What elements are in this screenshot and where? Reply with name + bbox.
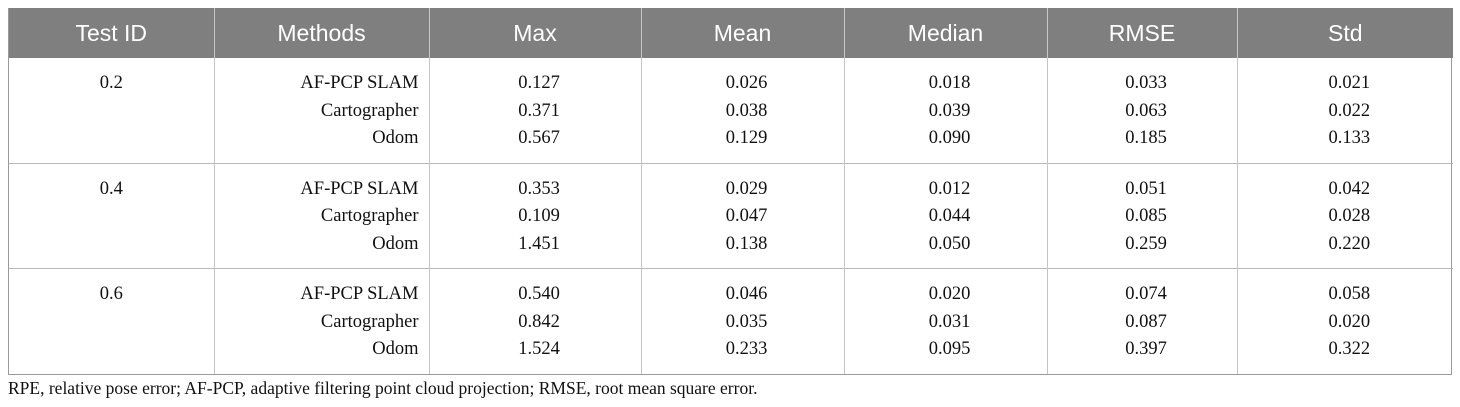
rmse-cell: 0.033 0.063 0.185 — [1046, 58, 1237, 163]
std-value: 0.058 — [1328, 284, 1371, 304]
table-row-group: 0.6 AF-PCP SLAM Cartographer Odom 0.540 … — [9, 268, 1453, 374]
max-value: 0.353 — [518, 178, 560, 199]
method-name: Odom — [372, 339, 419, 359]
mean-value: 0.233 — [725, 339, 768, 359]
median-value: 0.039 — [928, 100, 971, 121]
std-cell: 0.042 0.028 0.220 — [1236, 162, 1453, 269]
median-value: 0.020 — [928, 284, 971, 304]
header-methods: Methods — [213, 8, 429, 58]
rmse-value: 0.185 — [1125, 128, 1167, 148]
max-cell: 0.353 0.109 1.451 — [428, 162, 641, 269]
test-id-cell: 0.2 — [9, 58, 214, 163]
std-value: 0.322 — [1328, 339, 1371, 359]
max-value: 0.109 — [518, 206, 560, 226]
rmse-value: 0.074 — [1125, 284, 1167, 304]
rmse-value: 0.051 — [1125, 178, 1167, 199]
median-cell: 0.020 0.031 0.095 — [843, 268, 1047, 374]
mean-cell: 0.029 0.047 0.138 — [640, 162, 844, 269]
method-name: Cartographer — [320, 206, 419, 226]
test-id-value: 0.6 — [99, 284, 123, 304]
rmse-value: 0.085 — [1125, 206, 1167, 226]
table-body: 0.2 AF-PCP SLAM Cartographer Odom 0.127 … — [9, 58, 1453, 374]
max-cell: 0.540 0.842 1.524 — [428, 268, 641, 374]
mean-value: 0.047 — [725, 206, 768, 226]
std-cell: 0.058 0.020 0.322 — [1236, 268, 1453, 374]
method-name: Odom — [372, 128, 419, 148]
max-value: 0.567 — [518, 128, 560, 148]
max-value: 0.842 — [518, 311, 560, 332]
mean-value: 0.138 — [725, 233, 768, 254]
median-value: 0.012 — [928, 178, 971, 199]
rmse-value: 0.397 — [1125, 339, 1167, 359]
method-name: AF-PCP SLAM — [300, 284, 419, 304]
header-max: Max — [428, 8, 641, 58]
test-id-value: 0.4 — [99, 178, 123, 199]
max-cell: 0.127 0.371 0.567 — [428, 58, 641, 163]
method-name: Odom — [372, 233, 419, 254]
std-value: 0.022 — [1328, 100, 1371, 121]
std-value: 0.042 — [1328, 178, 1371, 199]
table-footnote: RPE, relative pose error; AF-PCP, adapti… — [8, 378, 758, 398]
results-table-container: Test ID Methods Max Mean Median RMSE Std… — [8, 8, 1453, 375]
rmse-cell: 0.074 0.087 0.397 — [1046, 268, 1237, 374]
std-value: 0.133 — [1328, 128, 1371, 148]
test-id-cell: 0.4 — [9, 162, 214, 269]
rmse-value: 0.063 — [1125, 100, 1167, 121]
std-value: 0.021 — [1328, 73, 1371, 93]
test-id-cell: 0.6 — [9, 268, 214, 374]
results-table: Test ID Methods Max Mean Median RMSE Std… — [9, 8, 1453, 374]
median-value: 0.031 — [928, 311, 971, 332]
methods-cell: AF-PCP SLAM Cartographer Odom — [213, 162, 429, 269]
mean-value: 0.038 — [725, 100, 768, 121]
rmse-value: 0.033 — [1125, 73, 1167, 93]
std-cell: 0.021 0.022 0.133 — [1236, 58, 1453, 163]
mean-value: 0.046 — [725, 284, 768, 304]
mean-cell: 0.026 0.038 0.129 — [640, 58, 844, 163]
max-value: 0.540 — [518, 284, 560, 304]
table-row-group: 0.2 AF-PCP SLAM Cartographer Odom 0.127 … — [9, 58, 1453, 163]
methods-cell: AF-PCP SLAM Cartographer Odom — [213, 268, 429, 374]
max-value: 0.127 — [518, 73, 560, 93]
header-test-id: Test ID — [9, 8, 214, 58]
method-name: AF-PCP SLAM — [300, 178, 419, 199]
method-name: Cartographer — [320, 311, 419, 332]
std-value: 0.028 — [1328, 206, 1371, 226]
max-value: 1.524 — [518, 339, 560, 359]
median-value: 0.050 — [928, 233, 971, 254]
std-value: 0.020 — [1328, 311, 1371, 332]
max-value: 1.451 — [518, 233, 560, 254]
mean-value: 0.029 — [725, 178, 768, 199]
mean-value: 0.129 — [725, 128, 768, 148]
method-name: AF-PCP SLAM — [300, 73, 419, 93]
header-row: Test ID Methods Max Mean Median RMSE Std — [9, 8, 1453, 58]
median-value: 0.018 — [928, 73, 971, 93]
rmse-value: 0.259 — [1125, 233, 1167, 254]
test-id-value: 0.2 — [99, 73, 123, 93]
max-value: 0.371 — [518, 100, 560, 121]
median-value: 0.095 — [928, 339, 971, 359]
mean-value: 0.026 — [725, 73, 768, 93]
median-cell: 0.012 0.044 0.050 — [843, 162, 1047, 269]
mean-cell: 0.046 0.035 0.233 — [640, 268, 844, 374]
mean-value: 0.035 — [725, 311, 768, 332]
header-std: Std — [1236, 8, 1453, 58]
median-value: 0.090 — [928, 128, 971, 148]
rmse-value: 0.087 — [1125, 311, 1167, 332]
header-rmse: RMSE — [1046, 8, 1237, 58]
median-cell: 0.018 0.039 0.090 — [843, 58, 1047, 163]
median-value: 0.044 — [928, 206, 971, 226]
header-median: Median — [843, 8, 1047, 58]
method-name: Cartographer — [320, 100, 419, 121]
std-value: 0.220 — [1328, 233, 1371, 254]
table-header: Test ID Methods Max Mean Median RMSE Std — [9, 8, 1453, 58]
rmse-cell: 0.051 0.085 0.259 — [1046, 162, 1237, 269]
table-row-group: 0.4 AF-PCP SLAM Cartographer Odom 0.353 … — [9, 162, 1453, 269]
methods-cell: AF-PCP SLAM Cartographer Odom — [213, 58, 429, 163]
header-mean: Mean — [640, 8, 844, 58]
